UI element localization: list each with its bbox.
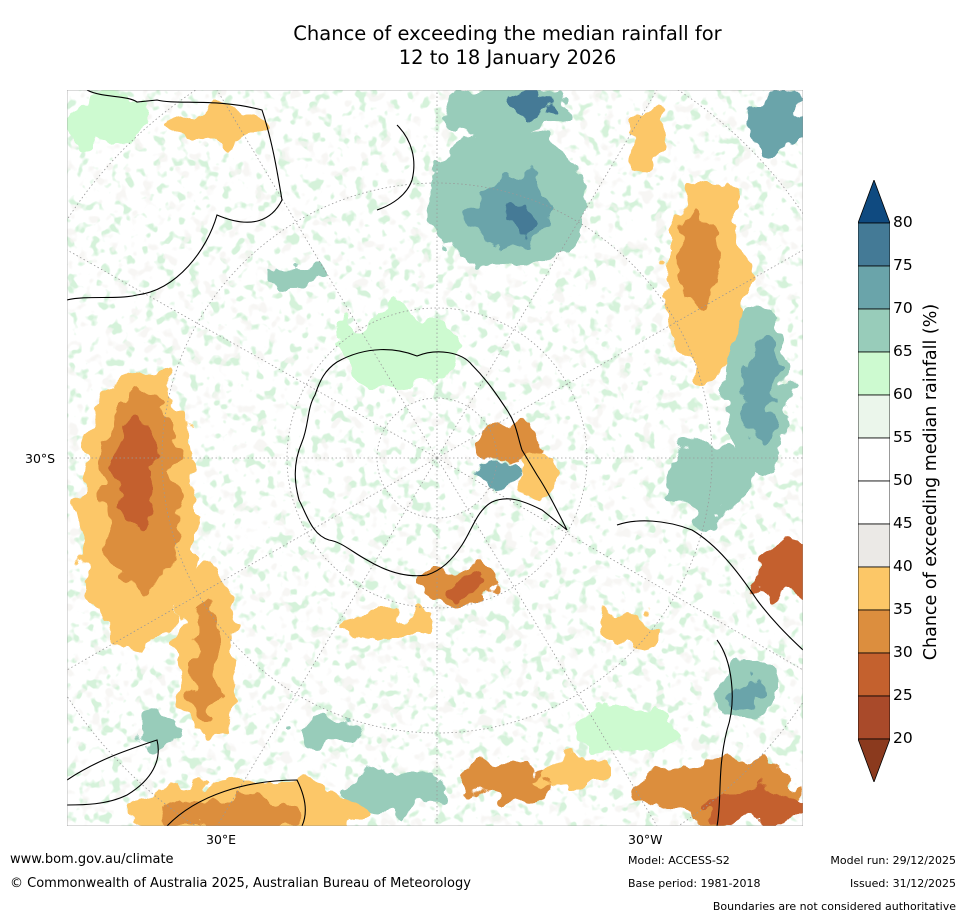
colorbar-band — [857, 351, 891, 396]
footer-base-period: Base period: 1981-2018 — [628, 877, 761, 890]
lat-label-30s: 30°S — [25, 451, 56, 466]
colorbar-tick-label: 80 — [893, 213, 913, 231]
antarctica-coast — [294, 349, 568, 577]
title-line-1: Chance of exceeding the median rainfall … — [293, 22, 722, 45]
colorbar-band — [857, 265, 891, 310]
south-america-coast-2 — [716, 639, 733, 826]
lon-label-30e: 30°E — [206, 832, 237, 847]
colorbar-band — [857, 695, 891, 740]
footer-copyright: © Commonwealth of Australia 2025, Austra… — [10, 876, 471, 891]
map-title: Chance of exceeding the median rainfall … — [0, 22, 965, 70]
colorbar-band — [857, 394, 891, 439]
colorbar-tick-label: 50 — [893, 471, 913, 489]
colorbar-band — [857, 566, 891, 611]
colorbar-tick-label: 20 — [893, 729, 913, 747]
colorbar-band — [857, 523, 891, 568]
colorbar-extend-bottom — [857, 738, 891, 784]
colorbar — [857, 178, 891, 784]
colorbar-band — [857, 480, 891, 525]
colorbar-tick-label: 45 — [893, 514, 913, 532]
coastlines — [67, 90, 803, 826]
map-canvas — [67, 90, 803, 826]
rainfall-map[interactable] — [67, 90, 803, 826]
south-america-coast-1 — [616, 520, 803, 651]
footer-disclaimer: Boundaries are not considered authoritat… — [712, 900, 956, 913]
colorbar-tick-label: 65 — [893, 342, 913, 360]
title-line-2: 12 to 18 January 2026 — [398, 46, 617, 69]
colorbar-tick-label: 75 — [893, 256, 913, 274]
colorbar-tick-label: 60 — [893, 385, 913, 403]
colorbar-band — [857, 437, 891, 482]
colorbar-tick-label: 25 — [893, 686, 913, 704]
graticule — [67, 90, 803, 826]
colorbar-band — [857, 222, 891, 267]
australia-coast — [67, 90, 283, 301]
colorbar-tick-label: 30 — [893, 643, 913, 661]
colorbar-tick-label: 35 — [893, 600, 913, 618]
colorbar-band — [857, 652, 891, 697]
colorbar-title: Chance of exceeding median rainfall (%) — [921, 303, 941, 661]
new-zealand-coast — [376, 124, 415, 211]
footer-url[interactable]: www.bom.gov.au/climate — [10, 852, 174, 867]
colorbar-tick-label: 40 — [893, 557, 913, 575]
footer-model: Model: ACCESS-S2 — [628, 854, 730, 867]
colorbar-band — [857, 609, 891, 654]
lon-label-30w: 30°W — [628, 832, 663, 847]
colorbar-extend-top — [857, 178, 891, 224]
colorbar-tick-label: 70 — [893, 299, 913, 317]
footer-model-run: Model run: 29/12/2025 — [830, 854, 956, 867]
africa-coast — [67, 739, 159, 806]
colorbar-band — [857, 308, 891, 353]
colorbar-tick-label: 55 — [893, 428, 913, 446]
footer-issued: Issued: 31/12/2025 — [849, 877, 956, 890]
africa-coast-2 — [166, 779, 306, 826]
colorbar-graphic — [857, 178, 891, 784]
anomaly-patches — [67, 90, 803, 826]
